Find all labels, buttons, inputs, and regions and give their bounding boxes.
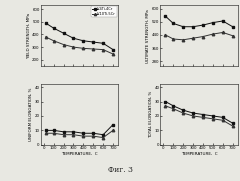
Legend: V-4Ti-4Cr, V-10Ti-5Cr: V-4Ti-4Cr, V-10Ti-5Cr — [91, 6, 117, 17]
V-4Ti-4Cr — [102, 42, 105, 44]
V-4Ti-4Cr — [112, 49, 114, 51]
V-4Ti-4Cr — [44, 22, 47, 24]
Line: V-10Ti-5Cr: V-10Ti-5Cr — [44, 36, 114, 55]
Y-axis label: YIELD STRENGTH, MPa: YIELD STRENGTH, MPa — [27, 13, 31, 59]
Y-axis label: ULTIMATE STRENGTH, MPa: ULTIMATE STRENGTH, MPa — [146, 9, 150, 63]
Line: V-4Ti-4Cr: V-4Ti-4Cr — [44, 22, 114, 51]
V-10Ti-5Cr — [112, 53, 114, 55]
V-4Ti-4Cr — [52, 27, 55, 29]
V-10Ti-5Cr — [62, 43, 65, 46]
V-10Ti-5Cr — [72, 46, 75, 48]
V-10Ti-5Cr — [52, 40, 55, 42]
V-4Ti-4Cr — [92, 41, 95, 43]
X-axis label: TEMPERATURE,  C: TEMPERATURE, C — [181, 152, 217, 156]
V-4Ti-4Cr — [72, 37, 75, 39]
V-4Ti-4Cr — [62, 32, 65, 34]
V-10Ti-5Cr — [82, 47, 85, 49]
V-10Ti-5Cr — [92, 48, 95, 50]
Y-axis label: UNIFORM ELONGATION, %: UNIFORM ELONGATION, % — [29, 88, 33, 141]
Y-axis label: TOTAL ELONGATION, %: TOTAL ELONGATION, % — [149, 91, 153, 138]
Text: Фиг. 3: Фиг. 3 — [108, 166, 132, 174]
V-10Ti-5Cr — [44, 36, 47, 38]
X-axis label: TEMPERATURE,  C: TEMPERATURE, C — [61, 152, 98, 156]
V-10Ti-5Cr — [102, 49, 105, 51]
V-4Ti-4Cr — [82, 40, 85, 42]
